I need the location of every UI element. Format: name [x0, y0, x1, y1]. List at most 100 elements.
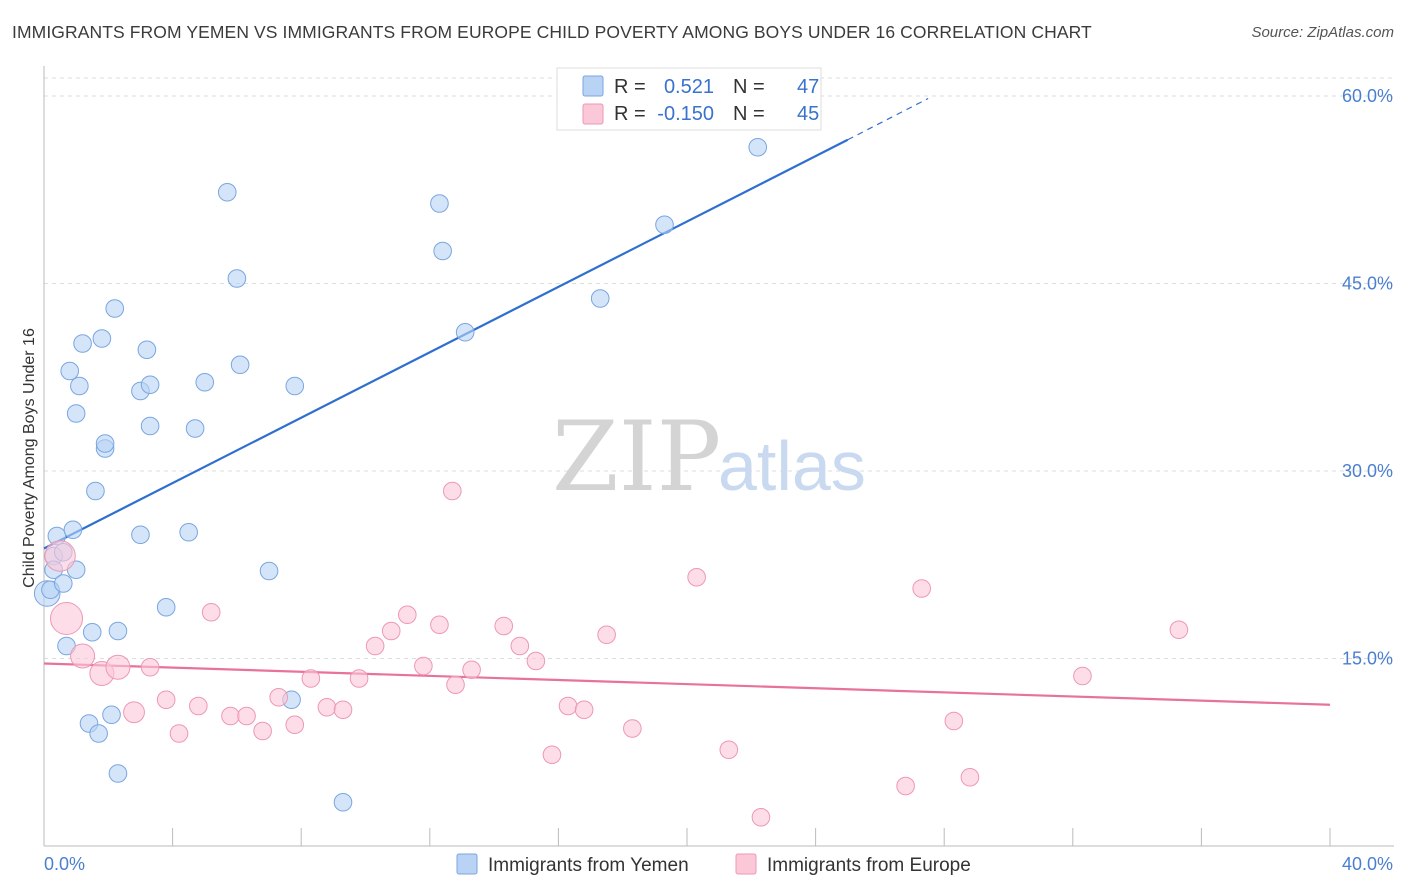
- europe-point: [687, 567, 706, 587]
- yemen-point: [89, 724, 108, 743]
- europe-point: [189, 696, 208, 716]
- x-tick-label-min: 0.0%: [44, 854, 85, 874]
- europe-trend-line: [43, 662, 1331, 706]
- yemen-point: [108, 621, 128, 641]
- europe-point: [944, 711, 964, 731]
- europe-point: [462, 660, 481, 680]
- europe-point: [446, 675, 465, 695]
- yemen-point: [195, 372, 215, 392]
- yemen-point: [433, 241, 452, 261]
- europe-point: [365, 636, 385, 656]
- yemen-point: [60, 361, 80, 381]
- europe-point: [510, 636, 530, 656]
- yemen-point: [455, 322, 475, 342]
- europe-point: [169, 724, 189, 743]
- y-axis-title: Child Poverty Among Boys Under 16: [21, 328, 38, 588]
- europe-point: [912, 579, 931, 598]
- europe-legend-swatch: [582, 103, 604, 125]
- axes: 15.0% 30.0% 45.0% 60.0% 0.0% 40.0%: [43, 66, 1394, 874]
- yemen-point: [156, 597, 176, 617]
- chart-title: IMMIGRANTS FROM YEMEN VS IMMIGRANTS FROM…: [12, 22, 1092, 42]
- europe-point: [253, 721, 272, 741]
- europe-point: [70, 643, 96, 669]
- europe-point: [443, 481, 462, 501]
- yemen-point: [140, 416, 160, 436]
- europe-point: [237, 706, 256, 726]
- yemen-point: [63, 520, 83, 540]
- europe-point: [719, 740, 739, 760]
- europe-r-value: -0.150: [657, 103, 714, 125]
- europe-point: [285, 715, 305, 735]
- watermark-zip: ZIP: [552, 401, 721, 513]
- europe-point: [542, 745, 562, 765]
- yemen-point: [102, 705, 121, 725]
- europe-n-label: N =: [733, 103, 765, 125]
- europe-point: [430, 615, 449, 635]
- yemen-point: [285, 376, 305, 396]
- europe-point: [123, 701, 145, 724]
- europe-point: [156, 690, 176, 710]
- europe-point: [44, 540, 76, 572]
- europe-point: [50, 602, 84, 635]
- yemen-point: [333, 792, 353, 812]
- y-tick-label: 60.0%: [1342, 86, 1393, 106]
- europe-point: [221, 706, 240, 726]
- yemen-point: [655, 215, 674, 235]
- yemen-point: [217, 182, 237, 202]
- europe-point: [1073, 666, 1092, 686]
- europe-point: [317, 697, 337, 717]
- europe-point: [526, 651, 546, 671]
- yemen-point: [430, 194, 449, 213]
- yemen-point: [259, 561, 279, 581]
- yemen-point: [86, 481, 105, 501]
- yemen-point: [105, 299, 125, 318]
- watermark: ZIP atlas: [552, 401, 866, 513]
- yemen-legend-swatch: [582, 75, 604, 97]
- yemen-point: [748, 137, 768, 157]
- data-points: [33, 137, 1189, 827]
- trend-lines: [43, 97, 1331, 706]
- europe-point: [333, 700, 353, 720]
- series-legend: Immigrants from Yemen Immigrants from Eu…: [456, 853, 971, 876]
- yemen-point: [140, 375, 160, 395]
- europe-point: [751, 807, 771, 827]
- europe-point: [597, 625, 616, 645]
- europe-point: [623, 719, 642, 738]
- yemen-point: [179, 522, 198, 542]
- europe-r-label: R =: [614, 103, 646, 125]
- yemen-point: [53, 574, 73, 593]
- x-tick-label-max: 40.0%: [1342, 854, 1393, 874]
- europe-point: [201, 602, 221, 622]
- yemen-point: [131, 525, 150, 545]
- yemen-point: [230, 355, 250, 375]
- y-tick-label: 30.0%: [1342, 461, 1393, 481]
- yemen-point: [185, 419, 205, 438]
- legend-yemen-label: Immigrants from Yemen: [488, 855, 689, 876]
- legend-yemen-swatch: [456, 853, 478, 875]
- europe-point: [558, 696, 578, 716]
- yemen-point: [92, 329, 112, 348]
- europe-point: [414, 656, 433, 676]
- yemen-point: [137, 340, 157, 360]
- yemen-trend-line: [43, 138, 849, 550]
- europe-point: [349, 669, 369, 688]
- yemen-point: [70, 376, 89, 396]
- europe-point: [381, 621, 401, 641]
- yemen-n-label: N =: [733, 76, 765, 98]
- yemen-point: [227, 269, 247, 288]
- y-tick-label: 45.0%: [1342, 274, 1393, 294]
- yemen-point: [108, 764, 128, 783]
- yemen-r-label: R =: [614, 76, 646, 98]
- y-tick-label: 15.0%: [1342, 649, 1393, 669]
- europe-point: [140, 657, 160, 677]
- watermark-atlas: atlas: [718, 427, 866, 505]
- europe-point: [574, 700, 594, 720]
- europe-point: [269, 687, 288, 707]
- stats-legend: R = 0.521 N = 47 R = -0.150 N = 45: [556, 67, 822, 131]
- europe-n-value: 45: [797, 103, 819, 125]
- europe-point: [301, 669, 321, 688]
- chart-source: Source: ZipAtlas.com: [1251, 24, 1394, 41]
- europe-point: [1169, 620, 1189, 640]
- yemen-point: [66, 404, 86, 423]
